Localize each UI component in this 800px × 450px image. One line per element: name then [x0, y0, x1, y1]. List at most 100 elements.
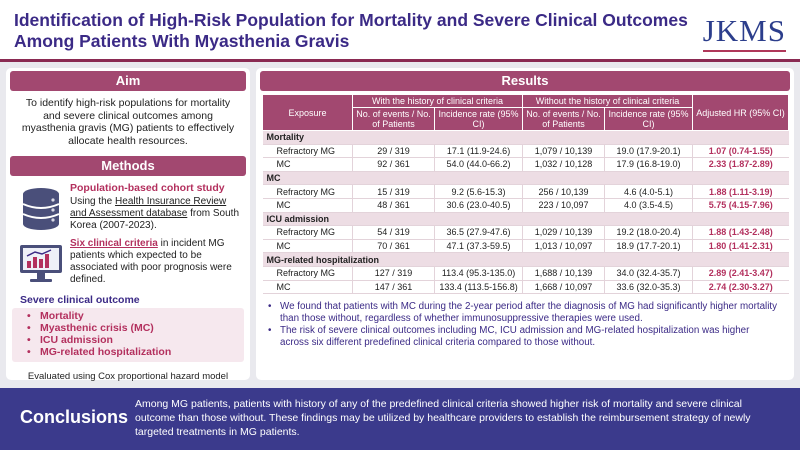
outcome-item: ICU admission [27, 334, 244, 346]
outcome-box: Mortality Myasthenic crisis (MC) ICU adm… [12, 308, 244, 362]
cell-adjusted-hr: 5.75 (4.15-7.96) [692, 198, 789, 213]
monitor-chart-icon [12, 238, 70, 286]
results-table-body: Mortality Refractory MG 29 / 319 17.1 (11.9… [262, 130, 789, 295]
cell-with-events: 15 / 319 [352, 184, 435, 199]
cohort-study-title: Population-based cohort study [70, 182, 225, 194]
cell-exposure: Refractory MG [262, 144, 353, 159]
cell-with-rate: 47.1 (37.3-59.5) [433, 239, 523, 254]
cell-adjusted-hr: 1.80 (1.41-2.31) [692, 239, 789, 254]
cell-without-events: 1,029 / 10,139 [522, 225, 605, 240]
header-without-events: No. of events / No. of Patients [522, 107, 606, 131]
cell-exposure: MC [262, 239, 353, 254]
cell-with-rate: 113.4 (95.3-135.0) [433, 266, 523, 281]
findings-list: We found that patients with MC during th… [268, 301, 780, 348]
cell-exposure: MC [262, 157, 353, 172]
group-label: ICU admission [262, 212, 789, 227]
criteria-rest: in incident MG patients which expected t… [70, 238, 232, 285]
cell-adjusted-hr: 2.74 (2.30-3.27) [692, 280, 789, 295]
table-row: MC 147 / 361 133.4 (113.5-156.8) 1,668 / 10… [262, 280, 789, 295]
evaluation-note: Evaluated using Cox proportional hazard … [27, 371, 229, 382]
cell-with-events: 54 / 319 [352, 225, 435, 240]
cell-with-rate: 9.2 (5.6-15.3) [433, 184, 523, 199]
cell-exposure: Refractory MG [262, 266, 353, 281]
cell-adjusted-hr: 1.07 (0.74-1.55) [692, 144, 789, 159]
cell-without-rate: 17.9 (16.8-19.0) [604, 157, 693, 172]
cell-with-rate: 54.0 (44.0-66.2) [433, 157, 523, 172]
cell-with-events: 147 / 361 [352, 280, 435, 295]
cell-without-rate: 4.0 (3.5-4.5) [604, 198, 693, 213]
cell-adjusted-hr: 2.89 (2.41-3.47) [692, 266, 789, 281]
conclusions-heading: Conclusions [20, 407, 129, 427]
cohort-pre: Using the [70, 196, 116, 207]
aim-methods-panel: Aim To identify high-risk populations fo… [6, 68, 250, 382]
cell-with-rate: 30.6 (23.0-40.5) [433, 198, 523, 213]
aim-heading: Aim [10, 71, 246, 91]
table-row: Refractory MG 29 / 319 17.1 (11.9-24.6) 1,0… [262, 144, 789, 159]
cell-without-rate: 33.6 (32.0-35.3) [604, 280, 693, 295]
cell-without-rate: 34.0 (32.4-35.7) [604, 266, 693, 281]
results-heading: Results [260, 71, 790, 91]
outcome-list: Mortality Myasthenic crisis (MC) ICU adm… [27, 310, 244, 358]
header: Identification of High-Risk Population f… [0, 0, 800, 62]
cohort-post: from South Korea (2007-2023). [70, 208, 240, 231]
outcome-item: Mortality [27, 310, 244, 322]
cohort-study-text: Population-based cohort study Using the … [70, 182, 244, 232]
cell-without-events: 1,668 / 10,097 [522, 280, 605, 295]
cell-adjusted-hr: 1.88 (1.11-3.19) [692, 184, 789, 199]
cell-without-events: 1,013 / 10,097 [522, 239, 605, 254]
header-without-incidence: Incidence rate (95% CI) [604, 107, 694, 131]
table-group-row: MG-related hospitalization [262, 252, 789, 267]
outcome-item: Myasthenic crisis (MC) [27, 322, 244, 334]
table-row: MC 48 / 361 30.6 (23.0-40.5) 223 / 10,097 4.… [262, 198, 789, 213]
group-label: Mortality [262, 130, 789, 145]
table-row: MC 70 / 361 47.1 (37.3-59.5) 1,013 / 10,097… [262, 239, 789, 254]
table-group-row: ICU admission [262, 212, 789, 227]
cell-exposure: Refractory MG [262, 225, 353, 240]
results-panel: Results Exposure With the history of cli… [256, 68, 794, 380]
methods-heading: Methods [10, 156, 246, 176]
criteria-block: Six clinical criteria in incident MG pat… [6, 238, 250, 286]
cell-with-events: 48 / 361 [352, 198, 435, 213]
cell-without-rate: 4.6 (4.0-5.1) [604, 184, 693, 199]
database-link: Health Insurance Review and Assessment d… [70, 196, 227, 219]
cell-exposure: MC [262, 280, 353, 295]
table-row: Refractory MG 15 / 319 9.2 (5.6-15.3) 256 /… [262, 184, 789, 199]
cell-with-events: 70 / 361 [352, 239, 435, 254]
cell-with-events: 127 / 319 [352, 266, 435, 281]
conclusions-banner: Conclusions Among MG patients, patients … [0, 388, 800, 450]
finding-item: The risk of severe clinical outcomes inc… [268, 325, 780, 348]
cell-without-events: 223 / 10,097 [522, 198, 605, 213]
cell-exposure: MC [262, 198, 353, 213]
conclusions-text: Among MG patients, patients with history… [135, 398, 751, 438]
header-exposure: Exposure [262, 94, 353, 131]
cell-exposure: Refractory MG [262, 184, 353, 199]
logo-underline [702, 50, 786, 52]
outcome-item: MG-related hospitalization [27, 346, 244, 358]
cell-without-events: 256 / 10,139 [522, 184, 605, 199]
page-title: Identification of High-Risk Population f… [14, 10, 688, 51]
header-adjusted-hr: Adjusted HR (95% CI) [692, 94, 790, 131]
cell-without-rate: 19.0 (17.9-20.1) [604, 144, 693, 159]
header-with-history: With the history of clinical criteria [351, 94, 524, 108]
cell-without-rate: 18.9 (17.7-20.1) [604, 239, 693, 254]
cell-without-events: 1,032 / 10,128 [522, 157, 605, 172]
database-icon [12, 182, 70, 232]
table-group-row: Mortality [262, 130, 789, 145]
header-with-events: No. of events / No. of Patients [352, 107, 435, 131]
cell-with-events: 92 / 361 [352, 157, 435, 172]
logo-text: JKMS [702, 13, 786, 48]
criteria-text: Six clinical criteria in incident MG pat… [70, 238, 244, 286]
cell-without-rate: 19.2 (18.0-20.4) [604, 225, 693, 240]
group-label: MG-related hospitalization [262, 252, 789, 267]
cell-with-events: 29 / 319 [352, 144, 435, 159]
cell-with-rate: 36.5 (27.9-47.6) [433, 225, 523, 240]
cell-adjusted-hr: 2.33 (1.87-2.89) [692, 157, 789, 172]
criteria-highlight: Six clinical criteria [70, 238, 158, 249]
group-label: MC [262, 171, 789, 186]
table-row: Refractory MG 127 / 319 113.4 (95.3-135.0)… [262, 266, 789, 281]
table-row: MC 92 / 361 54.0 (44.0-66.2) 1,032 / 10,128… [262, 157, 789, 172]
cell-with-rate: 17.1 (11.9-24.6) [433, 144, 523, 159]
cell-with-rate: 133.4 (113.5-156.8) [433, 280, 523, 295]
header-without-history: Without the history of clinical criteria [522, 94, 694, 108]
results-table: Exposure With the history of clinical cr… [262, 94, 790, 295]
